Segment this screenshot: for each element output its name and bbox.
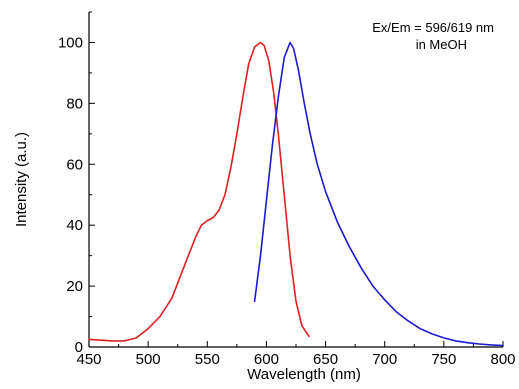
x-tick-label: 550 [195,351,220,368]
x-tick-label: 700 [372,351,397,368]
x-axis-title: Wavelength (nm) [247,366,361,383]
y-tick-label: 20 [66,278,83,295]
y-axis-title: Intensity (a.u.) [13,132,30,227]
emission-series-line [253,41,504,347]
annotation-ex-em: Ex/Em = 596/619 nm [372,20,494,35]
x-tick-label: 500 [136,351,161,368]
x-tick-label: 600 [254,351,279,368]
x-tick-label: 650 [313,351,338,368]
y-tick-label: 40 [66,217,83,234]
y-tick-label: 100 [58,34,83,51]
annotation-solvent: in MeOH [416,37,467,52]
plot-area: 450 500 550 600 650 700 750 800 0 20 40 60 80 100 Wave… [13,11,516,383]
x-tick-label: 750 [431,351,456,368]
y-tick-label: 0 [75,339,83,356]
x-tick-label: 800 [490,351,515,368]
excitation-series-line [88,41,310,342]
y-tick-label: 60 [66,156,83,173]
y-tick-label: 80 [66,95,83,112]
x-tick-label: 450 [76,351,101,368]
